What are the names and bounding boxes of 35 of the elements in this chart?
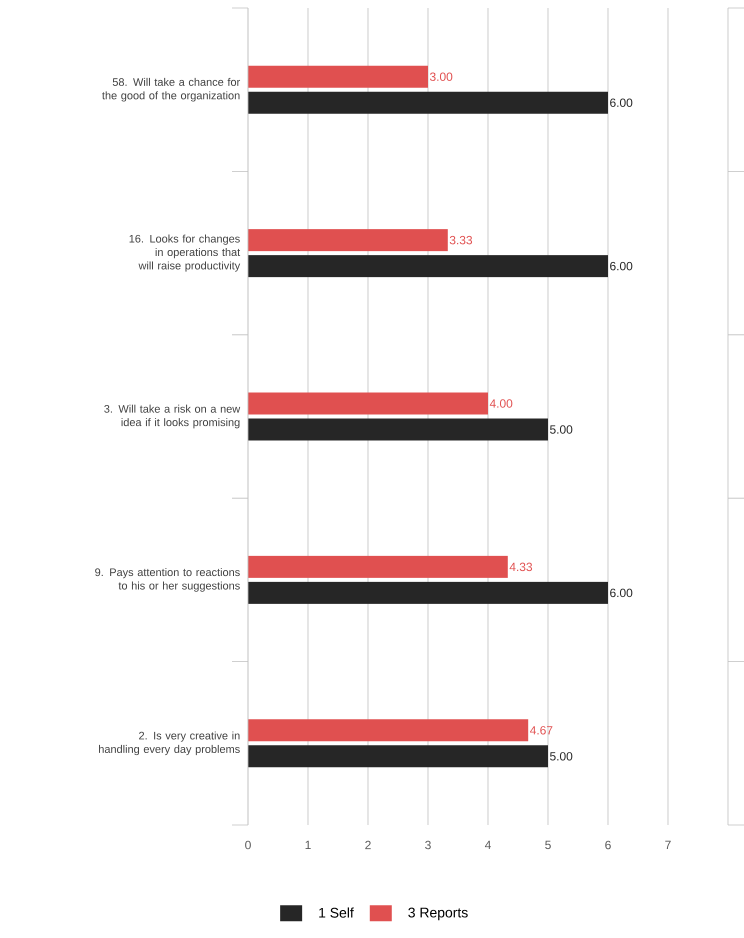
data-label: 4.67 <box>530 726 552 735</box>
bar <box>248 745 548 768</box>
bar <box>248 582 608 604</box>
data-label: 6.00 <box>610 98 632 107</box>
y-tick-label: 3. Will take a risk on a new idea if it looks promising <box>104 404 240 428</box>
x-tick-label: 4 <box>484 840 491 849</box>
data-label: 5.00 <box>550 425 572 434</box>
bar <box>248 255 608 278</box>
x-tick-label: 5 <box>544 840 551 850</box>
data-label: 6.00 <box>610 262 632 270</box>
bar <box>248 556 508 578</box>
x-tick-label: 6 <box>605 840 611 850</box>
data-label: 3.00 <box>430 72 452 81</box>
x-tick-label: 0 <box>244 840 251 850</box>
y-tick-label: 9. Pays attention to reactions to his or her suggestions <box>94 568 240 592</box>
data-label: 4.33 <box>509 562 532 572</box>
data-label: 5.00 <box>550 752 572 761</box>
x-tick-label: 7 <box>665 840 671 849</box>
bar <box>248 92 608 114</box>
x-tick-label: 2 <box>365 840 371 850</box>
legend-label: 3 Reports <box>408 908 468 920</box>
x-tick-label: 1 <box>305 840 311 849</box>
y-tick-label: 16. Looks for changes in operations that will raise productivity <box>129 234 240 272</box>
y-tick-label: 2. Is very creative in handling every day problems <box>98 731 240 756</box>
x-tick-label: 3 <box>424 840 431 850</box>
bar <box>248 418 548 441</box>
bar <box>248 392 488 415</box>
bar <box>248 66 428 88</box>
legend-label: 1 Self <box>319 907 354 918</box>
bar <box>248 719 528 742</box>
data-label: 4.00 <box>490 399 512 408</box>
y-tick-label: 58. Will take a chance for the good of the organization <box>102 78 240 102</box>
data-label: 3.33 <box>450 236 472 244</box>
bar <box>248 229 448 252</box>
data-label: 6.00 <box>610 588 632 598</box>
